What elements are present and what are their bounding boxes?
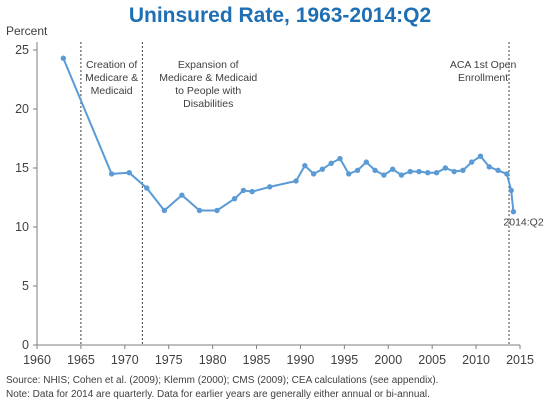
data-point xyxy=(389,166,396,172)
event-annotation: Expansion of Medicare & Medicaid to People… xyxy=(159,59,257,110)
data-point xyxy=(425,170,431,176)
data-point xyxy=(510,208,517,215)
event-annotation-line: Medicaid xyxy=(91,85,133,97)
x-tick-label: 1995 xyxy=(330,353,358,367)
source-note: Source: NHIS; Cohen et al. (2009); Klemm… xyxy=(6,375,439,386)
data-point xyxy=(231,195,238,202)
end-label: 2014:Q2 xyxy=(503,217,543,229)
data-point xyxy=(508,187,514,194)
data-point xyxy=(249,188,255,195)
data-point xyxy=(486,164,492,170)
data-point xyxy=(504,171,510,177)
data-point xyxy=(214,207,220,214)
event-annotation: Creation of Medicare & Medicaid xyxy=(85,59,138,97)
chart-title: Uninsured Rate, 1963-2014:Q2 xyxy=(129,4,431,27)
y-tick-label: 10 xyxy=(15,220,29,234)
data-point xyxy=(433,170,440,176)
data-point xyxy=(337,155,343,162)
event-annotation-line: Disabilities xyxy=(183,98,233,110)
event-annotation-line: Expansion of xyxy=(178,59,239,71)
data-point xyxy=(346,171,352,177)
data-point xyxy=(240,187,247,194)
data-point xyxy=(398,172,405,178)
data-point xyxy=(319,166,326,172)
data-point xyxy=(495,167,501,174)
data-point xyxy=(477,153,484,159)
x-tick-label: 1980 xyxy=(199,353,227,367)
data-point xyxy=(381,172,387,178)
data-point xyxy=(442,165,449,171)
x-tick-label: 2000 xyxy=(374,353,402,367)
x-tick-label: 2010 xyxy=(462,353,490,367)
event-annotation: ACA 1st Open Enrollment xyxy=(450,59,517,84)
data-note: Note: Data for 2014 are quarterly. Data … xyxy=(6,389,430,400)
data-point xyxy=(293,178,299,184)
event-lines xyxy=(80,42,510,345)
data-point xyxy=(354,167,361,174)
x-tick-label: 1985 xyxy=(243,353,271,367)
y-tick-label: 25 xyxy=(15,43,29,57)
data-point xyxy=(302,162,308,169)
event-annotations: Creation of Medicare & Medicaid Expansion o… xyxy=(85,59,516,110)
data-point xyxy=(60,55,67,61)
event-annotation-line: Medicare & xyxy=(85,72,138,84)
data-point xyxy=(108,171,115,177)
x-tick-label: 1965 xyxy=(67,353,95,367)
y-axis-label: Percent xyxy=(6,24,48,38)
data-point xyxy=(372,167,378,174)
data-point xyxy=(407,168,413,175)
x-tick-label: 1960 xyxy=(23,353,51,367)
data-point xyxy=(460,167,466,174)
data-point xyxy=(451,168,457,175)
y-tick-label: 20 xyxy=(15,102,29,116)
data-point xyxy=(144,185,150,191)
data-point xyxy=(328,160,334,166)
data-point xyxy=(161,207,168,214)
data-point xyxy=(416,168,422,175)
event-annotation-line: Medicare & Medicaid xyxy=(159,72,257,84)
data-point xyxy=(469,159,475,165)
y-tick-label: 0 xyxy=(22,338,29,352)
x-tick-label: 2005 xyxy=(418,353,446,367)
event-annotation-line: ACA 1st Open xyxy=(450,59,517,71)
event-annotation-line: to People with xyxy=(175,85,241,97)
x-tick-label: 1975 xyxy=(155,353,183,367)
data-point xyxy=(267,184,273,190)
data-point xyxy=(310,171,317,177)
data-point xyxy=(126,170,132,176)
y-tick-label: 5 xyxy=(22,279,29,293)
x-tick-label: 1990 xyxy=(287,353,315,367)
data-point xyxy=(196,207,203,214)
data-point xyxy=(179,192,185,198)
data-point xyxy=(363,159,370,165)
x-tick-label: 1970 xyxy=(111,353,139,367)
event-annotation-line: Enrollment xyxy=(458,72,508,84)
y-tick-label: 15 xyxy=(15,161,29,175)
axes: 0 5 10 15 20 25 1960 1965 1970 1975 1980 1985 1990 19… xyxy=(15,42,534,367)
data-points xyxy=(60,55,517,215)
x-tick-label: 2015 xyxy=(506,353,534,367)
event-annotation-line: Creation of xyxy=(86,59,137,71)
